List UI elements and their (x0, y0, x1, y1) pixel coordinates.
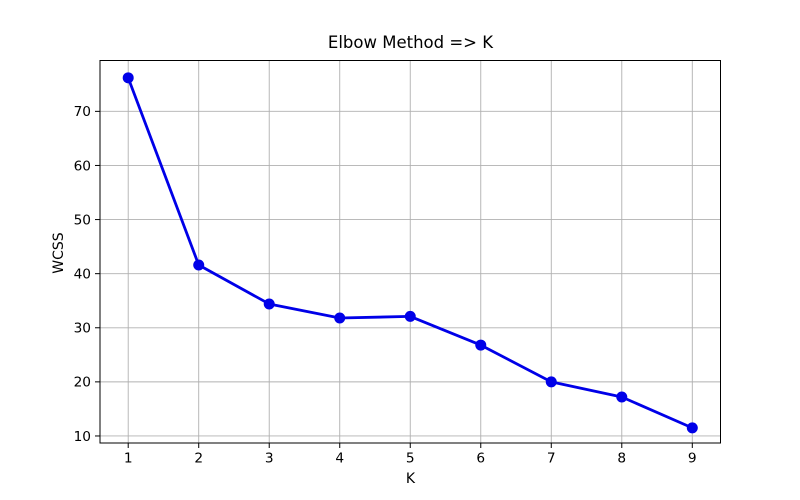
x-tick-label: 8 (617, 451, 626, 467)
data-point-marker (616, 391, 628, 403)
data-point-marker (334, 312, 346, 324)
data-point-marker (404, 310, 416, 322)
y-axis-label: WCSS (51, 232, 67, 274)
x-axis-label: K (405, 471, 416, 487)
x-tick-label: 6 (476, 451, 485, 467)
chart-title: Elbow Method => K (327, 33, 494, 52)
y-tick-label: 20 (74, 375, 91, 391)
y-tick-label: 40 (74, 266, 91, 282)
y-tick-label: 30 (74, 321, 91, 337)
data-point-marker (545, 376, 557, 388)
data-point-marker (193, 259, 205, 271)
x-tick-label: 3 (265, 451, 274, 467)
data-point-marker (686, 422, 698, 434)
y-tick-label: 60 (74, 158, 91, 174)
y-tick-label: 50 (74, 212, 91, 228)
data-point-marker (475, 339, 487, 351)
x-tick-label: 1 (124, 451, 133, 467)
data-point-marker (122, 72, 134, 84)
x-tick-label: 9 (688, 451, 697, 467)
x-tick-label: 4 (335, 451, 344, 467)
x-tick-label: 2 (194, 451, 203, 467)
y-tick-label: 10 (74, 429, 91, 445)
x-tick-label: 5 (406, 451, 415, 467)
data-point-marker (263, 298, 275, 310)
x-tick-label: 7 (547, 451, 556, 467)
y-tick-label: 70 (74, 104, 91, 120)
